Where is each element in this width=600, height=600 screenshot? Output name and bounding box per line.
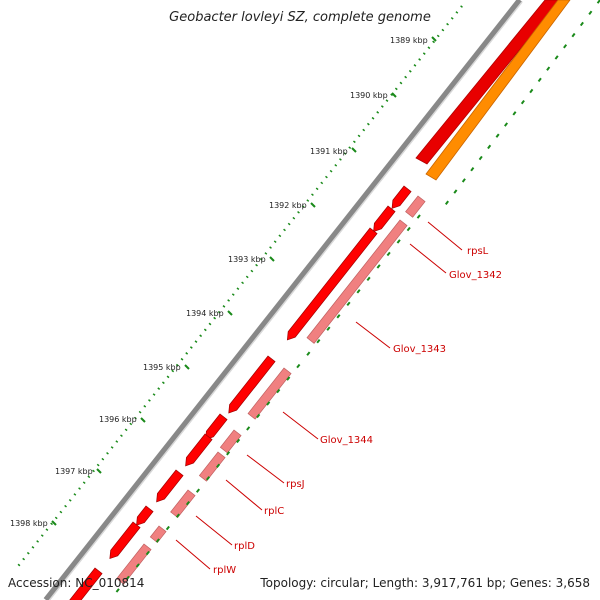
gene-leader-6 xyxy=(195,515,233,546)
genome-backbone xyxy=(43,0,523,600)
genome-backbone-highlight xyxy=(48,1,523,600)
gene-label-glov-1342: Glov_1342 xyxy=(449,270,502,281)
gene-label-rpsj: rpsJ xyxy=(286,479,305,490)
tick-label-1398: 1398 kbp xyxy=(10,519,48,528)
gene-leader-5 xyxy=(225,479,263,511)
tick-label-1397: 1397 kbp xyxy=(55,467,93,476)
forward-gene-8 xyxy=(109,521,141,560)
tick-label-1395: 1395 kbp xyxy=(143,363,181,372)
gene-leader-7 xyxy=(175,539,211,570)
gene-label-rplw: rplW xyxy=(213,565,236,576)
forward-gene-0 xyxy=(391,185,412,209)
reverse-gene-7 xyxy=(116,543,152,585)
tick-label-1396: 1396 kbp xyxy=(99,415,137,424)
accession-text: Accession: NC_010814 xyxy=(8,576,145,590)
gene-block-upper xyxy=(415,0,561,165)
reverse-gene-5 xyxy=(170,489,196,519)
kbp-tick-1 xyxy=(391,92,397,98)
forward-gene-3 xyxy=(228,355,276,414)
map-title: Geobacter lovleyi SZ, complete genome xyxy=(169,10,431,25)
kbp-tick-3 xyxy=(310,202,316,208)
reverse-gene-1 xyxy=(306,219,408,344)
gene-label-glov-1344: Glov_1344 xyxy=(320,435,373,446)
reverse-gene-2 xyxy=(247,367,292,420)
forward-gene-6 xyxy=(156,469,184,503)
gene-label-leaders xyxy=(175,221,463,570)
forward-gene-1 xyxy=(373,205,396,233)
gene-label-rpld: rplD xyxy=(234,541,255,552)
forward-gene-9 xyxy=(69,567,103,600)
tick-label-1394: 1394 kbp xyxy=(186,309,224,318)
reverse-genes xyxy=(116,195,426,585)
forward-gene-5 xyxy=(185,433,213,467)
gene-leader-1 xyxy=(409,243,447,274)
inner-tick-ring xyxy=(109,214,421,600)
forward-gene-2 xyxy=(286,227,378,341)
kbp-tick-4 xyxy=(269,256,275,262)
tick-label-1390: 1390 kbp xyxy=(350,91,388,100)
forward-gene-7 xyxy=(136,505,154,526)
reverse-gene-4 xyxy=(198,451,226,482)
outer-dotted-guide xyxy=(14,5,463,571)
kbp-tick-8 xyxy=(96,468,102,474)
gene-label-rplc: rplC xyxy=(264,506,284,517)
gene-leader-4 xyxy=(246,454,285,484)
gene-label-glov-1343: Glov_1343 xyxy=(393,344,446,355)
kbp-tick-6 xyxy=(184,364,190,370)
rrna-band xyxy=(425,0,571,181)
gene-leader-3 xyxy=(282,411,319,440)
gene-label-rpsl: rpsL xyxy=(467,246,489,257)
kbp-tick-2 xyxy=(351,147,357,153)
forward-genes xyxy=(69,185,412,600)
tick-label-1393: 1393 kbp xyxy=(228,255,266,264)
kbp-tick-5 xyxy=(227,310,233,316)
kbp-tick-7 xyxy=(140,417,146,423)
genome-summary-text: Topology: circular; Length: 3,917,761 bp… xyxy=(260,576,590,590)
kbp-tick-0 xyxy=(431,36,437,42)
inner-tick-ring-upper xyxy=(439,0,600,213)
kbp-ticks xyxy=(51,36,437,526)
tick-label-1389: 1389 kbp xyxy=(390,36,428,45)
gene-leader-2 xyxy=(355,321,391,349)
tick-label-1392: 1392 kbp xyxy=(269,201,307,210)
forward-gene-4 xyxy=(205,413,228,441)
kbp-tick-9 xyxy=(51,520,57,526)
gene-leader-0 xyxy=(427,221,463,251)
reverse-gene-0 xyxy=(405,195,426,218)
tick-label-1391: 1391 kbp xyxy=(310,147,348,156)
